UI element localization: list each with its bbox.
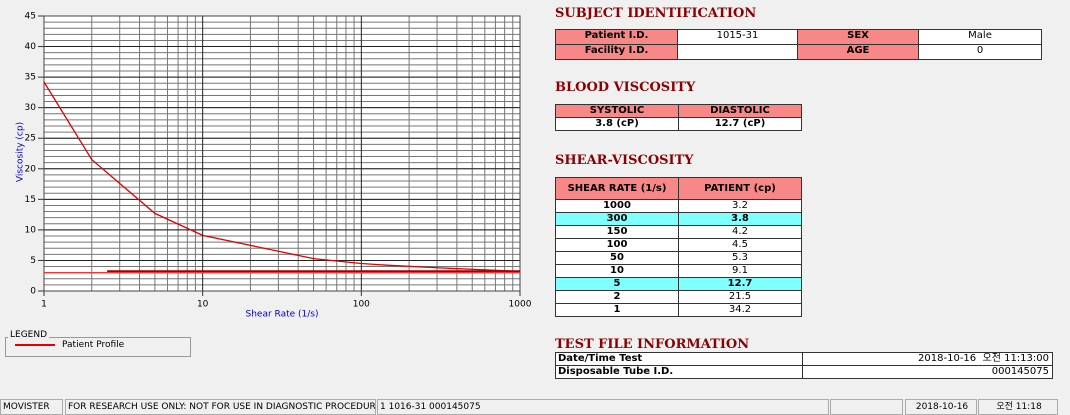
column-header: SHEAR RATE (1/s)	[555, 177, 679, 200]
patient-cell: 12.7	[678, 277, 802, 291]
value-cell: 3.8 (cP)	[555, 117, 679, 131]
x-axis-title: Shear Rate (1/s)	[246, 310, 319, 320]
field-value: Male	[918, 29, 1042, 45]
plot-area	[44, 16, 520, 291]
legend-swatch	[15, 344, 55, 346]
y-tick-label: 10	[25, 225, 37, 235]
shear-rate-cell: 150	[555, 225, 679, 239]
field-label: Facility I.D.	[555, 44, 678, 60]
status-cell: 1 1016-31 000145075	[377, 399, 829, 415]
patient-cell: 34.2	[678, 303, 802, 317]
y-axis-title: Viscosity (cp)	[16, 122, 26, 182]
status-cell: 2018-10-16	[905, 399, 977, 415]
legend-label: Patient Profile	[62, 340, 125, 350]
y-tick-label: 5	[30, 256, 36, 266]
y-tick-label: 35	[25, 73, 36, 83]
x-tick-label: 10	[197, 300, 209, 310]
section-title: SHEAR-VISCOSITY	[555, 153, 694, 168]
legend-title: LEGEND	[8, 330, 50, 340]
legend-box	[5, 337, 191, 357]
status-cell: MOVISTER	[0, 399, 63, 415]
field-value: 2018-10-16 오전 11:13:00	[802, 352, 1053, 366]
field-label: AGE	[797, 44, 919, 60]
field-label: SEX	[797, 29, 919, 45]
y-tick-label: 0	[30, 287, 36, 297]
legend-entry: Patient Profile	[15, 339, 124, 351]
shear-rate-cell: 2	[555, 290, 679, 304]
field-value: 0	[918, 44, 1042, 60]
y-tick-label: 25	[25, 134, 36, 144]
field-label: Patient I.D.	[555, 29, 678, 45]
shear-rate-cell: 1000	[555, 199, 679, 213]
y-tick-label: 20	[25, 164, 37, 174]
patient-cell: 3.2	[678, 199, 802, 213]
shear-rate-cell: 5	[555, 277, 679, 291]
section-title: TEST FILE INFORMATION	[555, 337, 750, 352]
patient-cell: 5.3	[678, 251, 802, 265]
legend-entries: Patient Profile	[15, 339, 124, 351]
field-value: 1015-31	[677, 29, 798, 45]
status-cell	[830, 399, 903, 415]
plot-border	[43, 15, 521, 292]
patient-cell: 3.8	[678, 212, 802, 226]
chart: Shear Rate (1/s) Viscosity (cp) 0 5 10 15 20…	[16, 12, 532, 320]
patient-cell: 4.2	[678, 225, 802, 239]
shear-rate-cell: 1	[555, 303, 679, 317]
section-title: SUBJECT IDENTIFICATION	[555, 6, 757, 21]
section-title: BLOOD VISCOSITY	[555, 80, 696, 95]
patient-cell: 21.5	[678, 290, 802, 304]
field-label: Disposable Tube I.D.	[555, 365, 803, 379]
status-cell: FOR RESEARCH USE ONLY: NOT FOR USE IN DI…	[65, 399, 376, 415]
field-label: Date/Time Test	[555, 352, 803, 366]
patient-cell: 9.1	[678, 264, 802, 278]
shear-rate-cell: 100	[555, 238, 679, 252]
series-line	[43, 81, 521, 273]
y-tick-label: 30	[25, 103, 37, 113]
field-value	[677, 44, 798, 60]
shear-rate-cell: 10	[555, 264, 679, 278]
field-value: 000145075	[802, 365, 1053, 379]
y-tick-label: 15	[25, 195, 36, 205]
x-tick-label: 100	[353, 300, 370, 310]
x-tick-label: 1000	[509, 300, 532, 310]
shear-rate-cell: 50	[555, 251, 679, 265]
column-header: SYSTOLIC	[555, 104, 679, 118]
shear-rate-cell: 300	[555, 212, 679, 226]
y-tick-label: 45	[25, 12, 36, 22]
value-cell: 12.7 (cP)	[678, 117, 802, 131]
column-header: PATIENT (cp)	[678, 177, 802, 200]
column-header: DIASTOLIC	[678, 104, 802, 118]
status-cell: 오전 11:18	[978, 399, 1058, 415]
x-tick-label: 1	[41, 300, 47, 310]
y-tick-label: 40	[25, 42, 37, 52]
patient-cell: 4.5	[678, 238, 802, 252]
